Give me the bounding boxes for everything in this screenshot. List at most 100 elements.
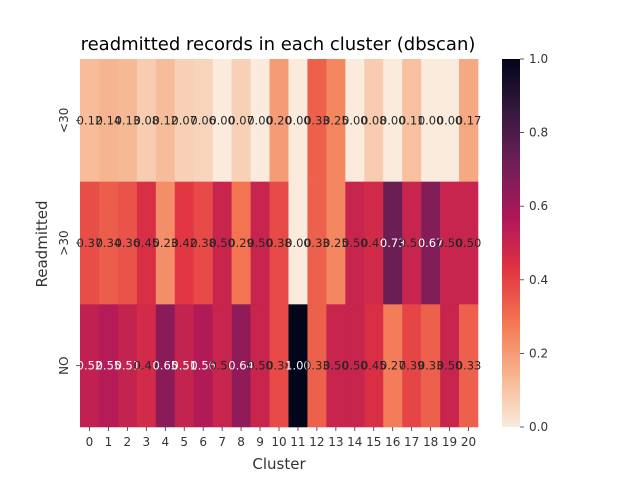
cell-value-label: 0.33 — [418, 359, 444, 373]
heatmap-cell — [136, 304, 157, 428]
heatmap-cell — [98, 181, 119, 305]
x-tick-label: 4 — [161, 435, 169, 449]
colorbar-tick-label: 0.4 — [529, 273, 548, 287]
heatmap-cell — [98, 304, 119, 428]
cell-value-label: 0.50 — [247, 236, 273, 250]
heatmap-cell — [459, 181, 479, 305]
heatmap-cell — [117, 59, 138, 182]
cell-value-label: 0.50 — [209, 359, 235, 373]
heatmap-cell — [174, 59, 195, 182]
colorbar-tick-label: 0.0 — [529, 420, 548, 434]
x-tick-label: 14 — [347, 435, 362, 449]
cell-value-label: 1.00 — [285, 359, 311, 373]
cell-value-label: 0.50 — [342, 236, 368, 250]
cell-value-label: 0.56 — [190, 359, 216, 373]
heatmap-cell — [174, 181, 195, 305]
chart-title: readmitted records in each cluster (dbsc… — [81, 34, 476, 55]
x-tick-label: 10 — [271, 435, 286, 449]
x-tick-label: 5 — [180, 435, 188, 449]
heatmap-cell — [307, 304, 327, 428]
cell-value-label: 0.00 — [437, 113, 463, 127]
cell-value-label: 0.38 — [190, 236, 216, 250]
cell-value-label: 0.08 — [134, 113, 160, 127]
heatmap-cell — [421, 59, 441, 182]
cell-value-label: 0.47 — [134, 359, 160, 373]
cell-value-label: 0.27 — [380, 359, 406, 373]
heatmap-cell — [459, 59, 479, 182]
cell-value-label: 0.33 — [456, 359, 482, 373]
cell-value-label: 0.33 — [304, 113, 330, 127]
heatmap-cell — [155, 304, 176, 428]
heatmap-cell — [231, 304, 251, 428]
cell-value-label: 0.25 — [323, 113, 349, 127]
heatmap-cell — [421, 304, 441, 428]
cell-value-label: 0.45 — [134, 236, 160, 250]
heatmap-cell — [231, 59, 251, 182]
cell-value-label: 0.33 — [304, 359, 330, 373]
cell-annotations: 0.120.140.130.080.120.070.060.000.070.00… — [77, 113, 482, 372]
heatmap-cell — [193, 181, 213, 305]
cell-value-label: 0.55 — [96, 359, 122, 373]
cell-value-label: 0.20 — [266, 113, 292, 127]
x-tick-label: 1 — [105, 435, 113, 449]
heatmap-cell — [288, 59, 308, 182]
cell-value-label: 0.50 — [399, 236, 425, 250]
cell-value-label: 0.25 — [323, 236, 349, 250]
heatmap-cell — [326, 59, 346, 182]
heatmap-cell — [98, 59, 119, 182]
x-tick-label: 2 — [124, 435, 132, 449]
heatmap-cell — [440, 304, 460, 428]
heatmap-cell — [212, 181, 232, 305]
cell-value-label: 0.11 — [399, 113, 425, 127]
cell-value-label: 0.08 — [361, 113, 387, 127]
x-tick-label: 9 — [256, 435, 264, 449]
heatmap-cell — [155, 181, 176, 305]
heatmap-cell — [345, 181, 365, 305]
heatmap-cell — [80, 304, 100, 428]
x-tick-label: 17 — [404, 435, 419, 449]
heatmap-cell — [212, 59, 232, 182]
cell-value-label: 0.50 — [456, 236, 482, 250]
heatmap-cell — [136, 59, 157, 182]
heatmap-cell — [117, 181, 138, 305]
x-tick-label: 18 — [423, 435, 438, 449]
cell-value-label: 0.50 — [437, 236, 463, 250]
colorbar-ticks: 0.0 0.2 0.4 0.6 0.8 1.0 — [520, 52, 548, 434]
heatmap-cell — [402, 304, 422, 428]
x-tick-label: 20 — [461, 435, 476, 449]
cell-value-label: 0.52 — [77, 359, 103, 373]
heatmap-cell — [269, 181, 289, 305]
cell-value-label: 0.00 — [285, 113, 311, 127]
cell-value-label: 0.00 — [247, 113, 273, 127]
colorbar-tick-label: 1.0 — [529, 52, 548, 66]
heatmap-cell — [421, 181, 441, 305]
heatmap-cell — [231, 181, 251, 305]
heatmap-cell — [440, 59, 460, 182]
heatmap-cell — [459, 304, 479, 428]
y-axis-ticks: <30 >30 NO — [57, 108, 80, 375]
cell-value-label: 0.45 — [361, 359, 387, 373]
cell-value-label: 0.42 — [171, 236, 197, 250]
x-tick-label: 16 — [385, 435, 400, 449]
heatmap-cell — [383, 59, 403, 182]
heatmap-cell — [383, 304, 403, 428]
heatmap-cell — [288, 304, 308, 428]
cell-value-label: 0.38 — [266, 359, 292, 373]
colorbar-tick-label: 0.2 — [529, 346, 548, 360]
x-axis-ticks: 0 1 2 3 4 5 6 7 8 9 10 11 12 13 14 15 16 17 18 19 20 — [86, 427, 476, 449]
heatmap-cell — [402, 59, 422, 182]
cell-value-label: 0.00 — [380, 113, 406, 127]
cell-value-label: 0.13 — [115, 113, 141, 127]
cell-value-label: 0.51 — [171, 359, 197, 373]
heatmap-cell — [440, 181, 460, 305]
x-tick-label: 12 — [309, 435, 324, 449]
x-tick-label: 11 — [290, 435, 305, 449]
cell-value-label: 0.50 — [247, 359, 273, 373]
cell-value-label: 0.39 — [399, 359, 425, 373]
heatmap-cell — [345, 59, 365, 182]
cell-value-label: 0.00 — [209, 113, 235, 127]
cell-value-label: 0.00 — [285, 236, 311, 250]
x-tick-label: 7 — [218, 435, 226, 449]
heatmap-cell — [326, 181, 346, 305]
y-tick-label: NO — [57, 356, 71, 374]
